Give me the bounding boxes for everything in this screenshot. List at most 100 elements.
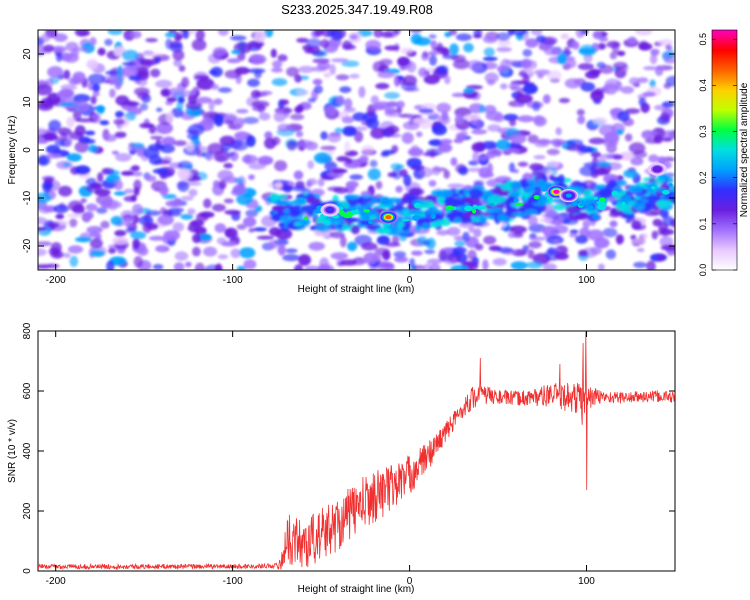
heatmap-cell <box>483 235 497 245</box>
heatmap-cell <box>115 110 124 118</box>
snr-x-axis-label: Height of straight line (km) <box>298 584 415 595</box>
x-tick-label: -100 <box>223 576 243 587</box>
heatmap-cell <box>505 209 513 216</box>
heatmap-cell <box>553 239 560 245</box>
heatmap-cell <box>258 112 271 121</box>
heatmap-cell <box>277 54 288 62</box>
heatmap-cell <box>213 98 223 105</box>
heatmap-cell <box>657 199 672 206</box>
heatmap-cell <box>298 254 311 266</box>
heatmap-cell <box>194 262 205 270</box>
heatmap-cell <box>352 112 367 122</box>
heatmap-cell <box>277 123 291 133</box>
heatmap-cell <box>558 97 571 104</box>
heatmap-cell <box>230 248 241 259</box>
heatmap-hotspot <box>326 207 334 213</box>
heatmap-cell <box>414 37 432 46</box>
heatmap-cell <box>180 195 194 201</box>
heatmap-cell <box>70 48 79 58</box>
heatmap-cell <box>451 54 466 62</box>
heatmap-cell <box>422 263 433 270</box>
heatmap-cell <box>105 70 120 76</box>
heatmap-cell <box>463 188 471 195</box>
heatmap-cell <box>381 149 396 155</box>
heatmap-cell <box>532 101 541 112</box>
heatmap-cell <box>588 137 606 145</box>
x-tick-label: 0 <box>407 275 413 286</box>
heatmap-cell <box>365 39 382 51</box>
heatmap-cell <box>163 230 181 241</box>
y-tick-label: -20 <box>22 238 33 253</box>
x-tick-label: 0 <box>407 576 413 587</box>
heatmap-cell <box>90 95 97 105</box>
heatmap-cell <box>187 208 196 215</box>
heatmap-cell <box>450 157 458 167</box>
heatmap-cell <box>203 198 212 209</box>
heatmap-cell <box>349 73 360 79</box>
heatmap-cell <box>293 264 304 270</box>
heatmap-cell <box>296 37 309 43</box>
heatmap-cell <box>245 209 259 218</box>
colorbar: 0.0 0.1 0.2 0.3 0.4 0.5 Normalized spectral a… <box>698 29 750 276</box>
heatmap-cell <box>464 205 474 212</box>
heatmap-cell <box>38 216 48 225</box>
heatmap-cell <box>172 222 185 232</box>
heatmap-cell <box>74 30 90 37</box>
heatmap-cell <box>178 65 186 72</box>
heatmap-cell <box>121 65 138 78</box>
heatmap-cell <box>374 247 391 256</box>
heatmap-cell <box>487 124 501 132</box>
heatmap-cell <box>58 185 73 197</box>
heatmap-cell <box>445 205 455 211</box>
heatmap-cell <box>575 212 589 221</box>
heatmap-cell <box>541 213 559 219</box>
heatmap-cell <box>242 216 257 228</box>
heatmap-cell <box>371 197 379 203</box>
heatmap-cell <box>315 224 331 232</box>
heatmap-cell <box>384 92 400 99</box>
heatmap-cell <box>91 113 102 124</box>
heatmap-cell <box>339 86 352 93</box>
heatmap-cell <box>340 259 357 266</box>
heatmap-cell <box>133 255 143 268</box>
heatmap-cell <box>295 130 304 138</box>
heatmap-cell <box>181 76 190 88</box>
heatmap-cell <box>208 99 215 112</box>
heatmap-cell <box>529 236 547 241</box>
heatmap-cell <box>463 88 475 94</box>
heatmap-cell <box>436 102 451 114</box>
heatmap-cell <box>130 194 137 202</box>
heatmap-cell <box>271 136 281 146</box>
heatmap-cell <box>573 41 580 49</box>
heatmap-cell <box>100 220 110 229</box>
y-tick-label: -10 <box>22 190 33 205</box>
heatmap-cell <box>431 165 441 176</box>
heatmap-cell <box>159 144 175 154</box>
heatmap-cell <box>236 224 247 230</box>
heatmap-cell <box>650 185 656 190</box>
heatmap-cell <box>218 180 227 190</box>
heatmap-cell <box>497 213 504 222</box>
heatmap-cell <box>517 115 535 123</box>
heatmap-cell <box>96 105 105 114</box>
heatmap-cell <box>371 103 387 111</box>
heatmap-cell <box>156 122 174 135</box>
heatmap-cell <box>503 113 519 122</box>
heatmap-cell <box>500 83 508 90</box>
heatmap-cell <box>422 50 429 58</box>
heatmap-cell <box>192 233 202 244</box>
heatmap-cell <box>431 209 443 216</box>
heatmap-cell <box>246 135 256 148</box>
heatmap-cell <box>369 159 378 168</box>
heatmap-cell <box>592 213 600 220</box>
heatmap-cell <box>520 58 533 69</box>
heatmap-cell <box>454 114 464 125</box>
heatmap-cell <box>104 38 113 46</box>
heatmap-cell <box>212 180 221 188</box>
heatmap-cell <box>333 187 349 194</box>
heatmap-cell <box>296 139 313 148</box>
heatmap-cell <box>114 79 122 90</box>
heatmap-cell <box>463 42 474 53</box>
heatmap-cell <box>446 212 455 219</box>
heatmap-cell <box>437 65 449 75</box>
